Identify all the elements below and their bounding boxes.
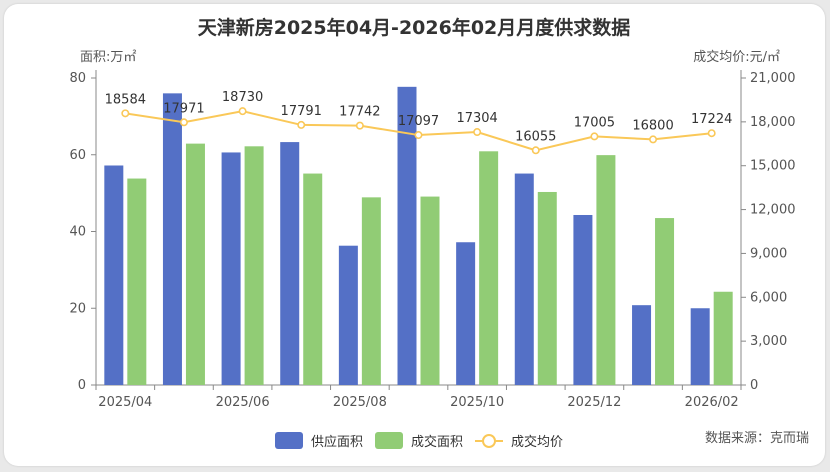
legend-item-1[interactable]: 供应面积 xyxy=(275,432,363,450)
price-point-label: 17304 xyxy=(456,111,497,126)
right-tick-label: 3,000 xyxy=(750,334,787,349)
price-point-label: 17791 xyxy=(281,104,322,119)
legend-swatch xyxy=(375,432,403,449)
deal-area-bar[interactable] xyxy=(185,143,205,385)
right-tick-label: 15,000 xyxy=(750,159,796,174)
deal-area-bar[interactable] xyxy=(303,173,323,385)
price-point[interactable] xyxy=(414,131,423,140)
price-point[interactable] xyxy=(355,121,364,130)
legend-swatch xyxy=(275,432,303,449)
price-point-label: 17971 xyxy=(163,101,204,116)
legend-swatch-marker xyxy=(482,434,496,448)
price-point[interactable] xyxy=(473,128,482,137)
chart-card: 天津新房2025年04月-2026年02月月度供求数据 面积:万㎡ 成交均价:元… xyxy=(4,4,825,466)
deal-area-bar[interactable] xyxy=(479,151,499,385)
price-point[interactable] xyxy=(590,132,599,141)
price-point-label: 17224 xyxy=(691,112,732,127)
deal-area-bar[interactable] xyxy=(713,291,733,385)
legend-label: 成交均价 xyxy=(511,434,563,450)
right-tick-label: 12,000 xyxy=(750,203,796,218)
price-point[interactable] xyxy=(297,120,306,129)
right-tick-label: 18,000 xyxy=(750,115,796,130)
deal-area-bar[interactable] xyxy=(596,155,616,385)
x-tick-label: 2025/10 xyxy=(450,395,504,410)
left-tick-label: 0 xyxy=(78,378,86,393)
supply-area-bar[interactable] xyxy=(690,308,710,385)
legend-item-2[interactable]: 成交面积 xyxy=(375,432,463,450)
bars-group xyxy=(104,86,733,386)
supply-area-bar[interactable] xyxy=(338,245,358,385)
supply-area-bar[interactable] xyxy=(456,242,476,385)
data-source: 数据来源：克而瑞 xyxy=(705,431,809,446)
deal-area-bar[interactable] xyxy=(244,146,264,385)
right-tick-label: 0 xyxy=(750,378,758,393)
price-point[interactable] xyxy=(238,107,247,116)
legend-label: 供应面积 xyxy=(311,434,363,450)
left-axis-label: 面积:万㎡ xyxy=(80,50,136,65)
x-tick-label: 2025/04 xyxy=(98,395,152,410)
x-tick-label: 2025/12 xyxy=(567,395,621,410)
supply-area-bar[interactable] xyxy=(280,142,300,385)
price-point-label: 17742 xyxy=(339,105,380,120)
left-tick-label: 80 xyxy=(69,71,86,86)
supply-area-bar[interactable] xyxy=(573,214,593,385)
supply-area-bar[interactable] xyxy=(221,152,241,385)
legend-label: 成交面积 xyxy=(411,434,463,450)
price-line-group: 18584 17971 18730 17791 17742 17097 17304 16055… xyxy=(105,90,732,155)
price-point[interactable] xyxy=(707,129,716,138)
left-tick-label: 20 xyxy=(69,301,86,316)
x-tick-label: 2025/06 xyxy=(216,395,270,410)
supply-area-bar[interactable] xyxy=(162,93,182,385)
supply-area-bar[interactable] xyxy=(397,86,417,386)
price-point-label: 17005 xyxy=(574,115,615,130)
right-tick-label: 9,000 xyxy=(750,246,787,261)
supply-area-bar[interactable] xyxy=(632,305,652,385)
deal-area-bar[interactable] xyxy=(361,197,381,385)
supply-area-bar[interactable] xyxy=(514,173,534,385)
supply-area-bar[interactable] xyxy=(104,165,124,385)
price-point-label: 16800 xyxy=(632,118,673,133)
deal-area-bar[interactable] xyxy=(655,218,675,385)
deal-area-bar[interactable] xyxy=(537,191,557,385)
axes-group: 0 20 40 60 80 0 3,000 6,000 9,000 12,000 15,000 18,… xyxy=(69,70,796,410)
legend-item-3[interactable]: 成交均价 xyxy=(475,434,563,450)
deal-area-bar[interactable] xyxy=(127,178,147,385)
legend[interactable]: 供应面积 成交面积 成交均价 xyxy=(275,432,563,450)
deal-area-bar[interactable] xyxy=(420,196,440,385)
price-point[interactable] xyxy=(179,118,188,127)
x-tick-label: 2025/08 xyxy=(333,395,387,410)
chart-title: 天津新房2025年04月-2026年02月月度供求数据 xyxy=(198,16,631,39)
price-point[interactable] xyxy=(531,146,540,155)
x-tick-label: 2026/02 xyxy=(685,395,739,410)
right-tick-label: 6,000 xyxy=(750,290,787,305)
left-tick-label: 40 xyxy=(69,225,86,240)
right-axis-label: 成交均价:元/㎡ xyxy=(693,49,780,65)
price-point-label: 18730 xyxy=(222,90,263,105)
price-point[interactable] xyxy=(649,135,658,144)
price-point-label: 16055 xyxy=(515,129,556,144)
left-tick-label: 60 xyxy=(69,148,86,163)
chart-svg: 天津新房2025年04月-2026年02月月度供求数据 面积:万㎡ 成交均价:元… xyxy=(69,16,809,450)
right-tick-label: 21,000 xyxy=(750,71,796,86)
price-point-label: 18584 xyxy=(105,92,146,107)
price-point[interactable] xyxy=(121,109,130,118)
price-point-label: 17097 xyxy=(398,114,439,129)
